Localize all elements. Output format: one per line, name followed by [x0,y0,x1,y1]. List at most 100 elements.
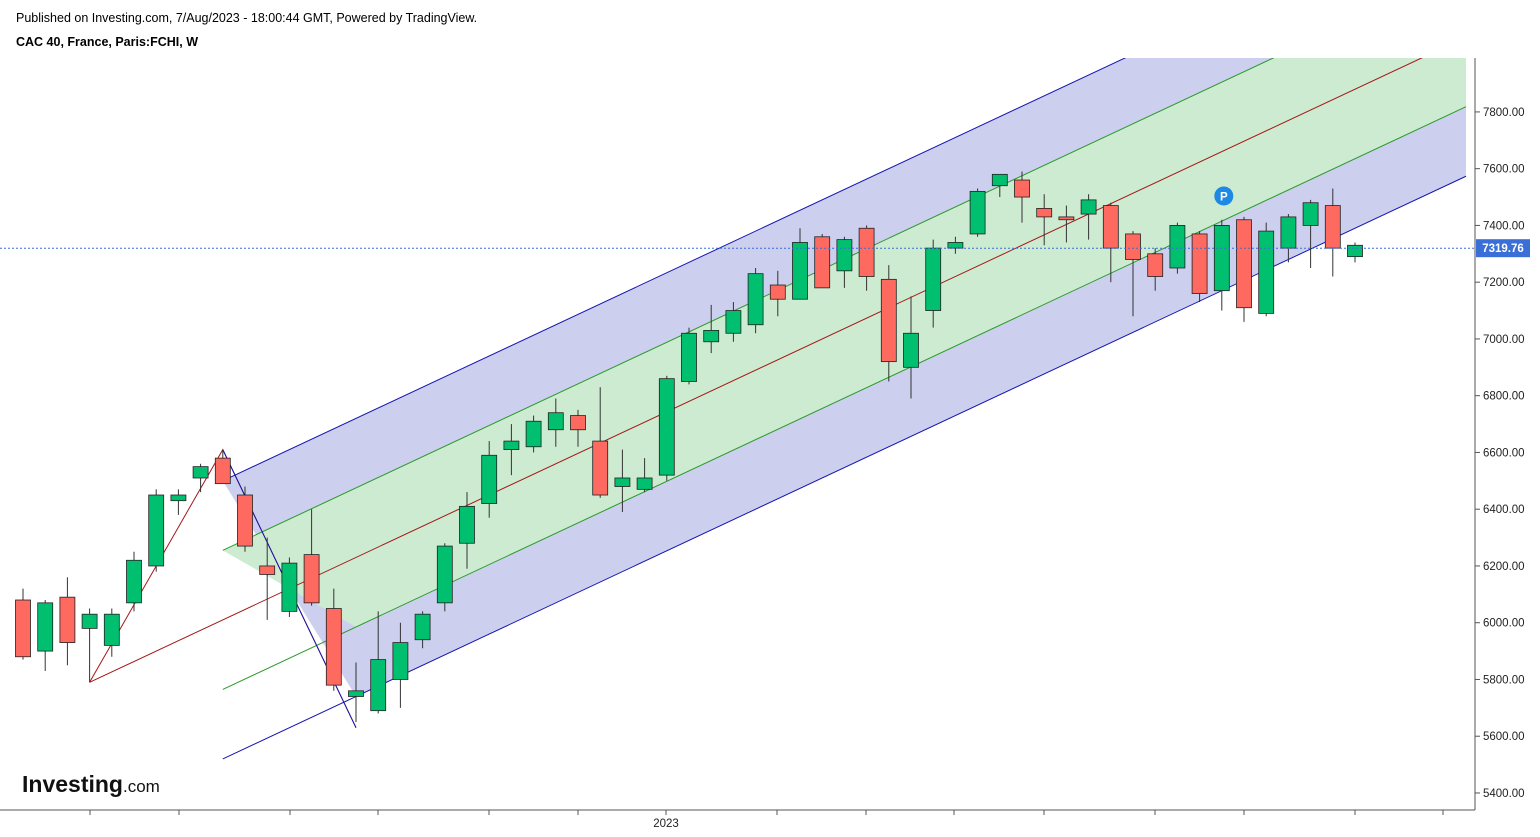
candle-body-up [1280,216,1297,249]
candle [636,458,653,493]
candle [947,236,964,254]
candle-body-down [325,608,342,686]
candle-body-down [570,415,586,431]
candle [991,173,1008,198]
candle [281,557,298,618]
candle [348,662,364,723]
candle [126,551,142,612]
candle-body-up [126,559,142,604]
pitchfork-lower-inner-line [222,106,1467,690]
candle [658,375,675,481]
candle [192,463,209,493]
candle-body-up [1080,199,1097,215]
chart-header: Published on Investing.com, 7/Aug/2023 -… [16,9,477,53]
candle [436,543,453,612]
candle-body-up [414,613,431,641]
candle-body-down [1147,253,1164,277]
candle [836,236,853,288]
price-axis[interactable]: 5400.00 5600.00 5800.00 6000.00 6200.00 6400.… [1474,58,1525,810]
candle [1347,242,1363,263]
pitchfork-upper-line [222,58,1127,482]
candle-body-down [1125,233,1141,260]
candle [725,302,742,342]
p-marker[interactable]: P [1214,186,1234,206]
candles [15,171,1363,723]
candle-body-up [281,562,298,612]
candle-body-down [858,227,875,277]
candle-body-up [614,477,631,487]
price-tick-label: 7200.00 [1483,277,1525,289]
time-axis-ticks [89,810,1444,815]
candle [1125,231,1141,317]
investing-logo: Investing .com [22,771,160,797]
candle [525,415,542,453]
price-tick-label: 6000.00 [1483,618,1525,630]
candle [903,296,919,399]
candle [81,608,98,683]
candle [880,265,897,382]
candle-body-up [547,412,564,431]
price-tick-label: 5600.00 [1483,731,1525,743]
candle-body-up [370,659,387,712]
price-tick-label: 6800.00 [1483,391,1525,403]
candle [370,611,387,714]
candle [1014,171,1030,223]
candle [503,424,520,476]
price-tick-label: 6400.00 [1483,504,1525,516]
candle-body-down [214,457,231,485]
candle [459,492,475,569]
candle-body-up [747,273,764,326]
candle-body-up [792,242,808,300]
price-tick-label: 7400.00 [1483,220,1525,232]
logo-sub-text: .com [123,777,160,796]
candle [592,387,609,498]
price-tick-label: 7800.00 [1483,107,1525,119]
candle [1302,199,1319,268]
candle-body-up [192,466,209,479]
candle-body-down [237,494,253,547]
candle-body-down [592,440,609,496]
candle-body-down [1014,179,1030,198]
candle [681,327,697,385]
candle-body-up [348,690,364,697]
price-tick-label: 6200.00 [1483,561,1525,573]
last-price-badge-label: 7319.76 [1482,243,1524,255]
p-marker-circle [1214,186,1234,206]
candle [1058,205,1075,243]
candle [103,608,120,657]
p-marker-label: P [1220,192,1228,204]
candle-body-up [170,494,187,502]
candle-body-down [1324,205,1341,249]
candle [1036,194,1053,246]
candle-body-up [836,239,853,272]
candle [747,267,764,334]
candle [969,188,986,237]
candle-body-down [880,278,897,363]
candle [858,225,875,291]
candle-body-down [814,236,831,289]
published-info: Published on Investing.com, 7/Aug/2023 -… [16,11,478,25]
price-tick-label: 7000.00 [1483,334,1525,346]
candle-body-up [991,173,1008,187]
candle [1213,219,1230,311]
candle-body-up [969,190,986,235]
candle-body-down [59,596,76,643]
last-price-line: 7319.76 [0,239,1530,258]
candle-body-down [1102,205,1119,249]
candle [481,441,498,518]
candle [1102,202,1119,283]
candle [769,270,786,317]
candle [570,409,586,447]
candle-body-up [1258,230,1275,314]
candle [414,611,431,649]
time-axis[interactable]: 2023 [0,809,1475,830]
candle-body-up [947,242,964,249]
candle-body-up [1169,225,1186,269]
price-tick-label: 7600.00 [1483,164,1525,176]
candle [547,398,564,447]
candle [1258,222,1275,317]
candle [1236,216,1252,322]
candle [170,489,187,515]
candle-body-up [681,332,697,382]
